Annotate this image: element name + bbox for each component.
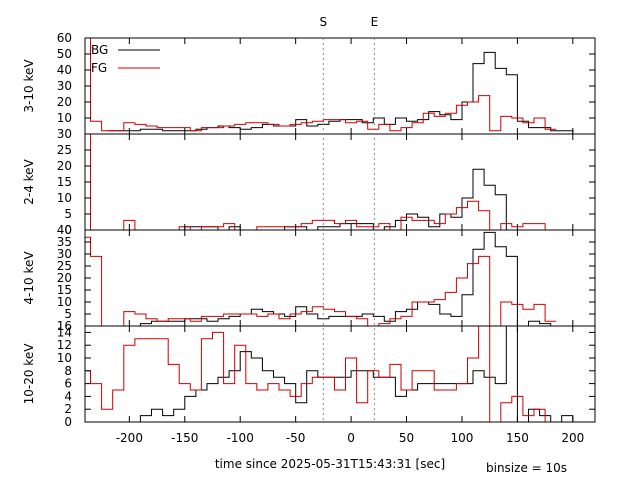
y-tick-label: 10	[57, 111, 72, 125]
marker-label-e: E	[371, 15, 379, 29]
x-tick-label: -150	[171, 431, 198, 445]
panel-frame	[84, 133, 596, 231]
series-fg-line	[85, 326, 557, 422]
series-fg-line	[85, 236, 557, 326]
legend-label-fg: FG	[91, 61, 107, 75]
y-tick-label: 16	[57, 319, 72, 333]
binsize-label: binsize = 10s	[486, 461, 567, 475]
x-axis-label: time since 2025-05-31T15:43:31 [sec]	[215, 457, 445, 471]
series-bg-line	[107, 231, 584, 326]
x-tick-label: -100	[227, 431, 254, 445]
x-axis: -200 -150 -100 -50 0 50 100 150 200	[116, 431, 585, 445]
y-tick-label: 2	[64, 402, 72, 416]
y-tick-label: 25	[57, 143, 72, 157]
y-tick-label: 0	[64, 223, 72, 237]
y-tick-label: 30	[57, 127, 72, 141]
y-axis-label: 2-4 keV	[22, 158, 36, 204]
y-tick-label: 30	[57, 247, 72, 261]
y-tick-label: 6	[64, 377, 72, 391]
x-tick-label: -50	[286, 431, 306, 445]
x-tick-label: 50	[399, 431, 414, 445]
panel-1: 25 20 15 10 5 0 2-4 keV	[22, 133, 596, 237]
y-axis-label: 4-10 keV	[22, 251, 36, 305]
y-tick-label: 10	[57, 351, 72, 365]
x-tick-label: 0	[347, 431, 355, 445]
y-tick-label: 20	[57, 271, 72, 285]
y-tick-label: 40	[57, 223, 72, 237]
y-tick-label: 4	[64, 389, 72, 403]
x-tick-label: 100	[451, 431, 474, 445]
panel-0: 60 50 40 30 20 10 30 3-10 keV BG FG	[22, 31, 596, 141]
y-tick-label: 5	[64, 307, 72, 321]
x-tick-label: -200	[116, 431, 143, 445]
legend-label-bg: BG	[91, 43, 108, 57]
y-tick-label: 20	[57, 95, 72, 109]
y-tick-label: 25	[57, 259, 72, 273]
y-tick-label: 14	[57, 325, 72, 339]
series-fg-line	[85, 38, 557, 132]
x-tick-label: 150	[506, 431, 529, 445]
marker-label-s: S	[320, 15, 328, 29]
y-tick-label: 35	[57, 235, 72, 249]
x-tick-label: 200	[561, 431, 584, 445]
y-axis-label: 3-10 keV	[22, 59, 36, 113]
series-bg-line	[107, 51, 584, 134]
y-tick-label: 15	[57, 283, 72, 297]
y-tick-label: 30	[57, 79, 72, 93]
y-tick-label: 10	[57, 191, 72, 205]
y-tick-label: 50	[57, 47, 72, 61]
legend: BG FG	[91, 43, 160, 75]
y-tick-label: 40	[57, 63, 72, 77]
series-fg-line	[85, 134, 557, 230]
y-tick-label: 0	[64, 415, 72, 429]
y-tick-label: 8	[64, 364, 72, 378]
y-tick-label: 10	[57, 295, 72, 309]
y-axis-label: 10-20 keV	[22, 343, 36, 405]
y-tick-label: 20	[57, 159, 72, 173]
y-tick-label: 12	[57, 338, 72, 352]
y-tick-label: 15	[57, 175, 72, 189]
y-tick-label: 60	[57, 31, 72, 45]
y-tick-label: 5	[64, 207, 72, 221]
panel-frame	[84, 325, 596, 423]
